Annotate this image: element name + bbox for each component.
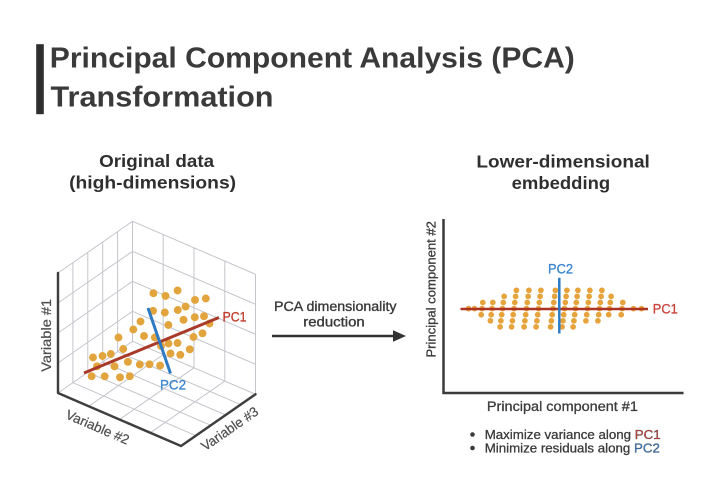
svg-text:PC1: PC1 bbox=[223, 308, 247, 324]
svg-text:Principal component #1: Principal component #1 bbox=[487, 399, 638, 414]
svg-text:Transformation: Transformation bbox=[51, 81, 274, 113]
svg-text:embedding: embedding bbox=[512, 173, 611, 193]
svg-text:Principal component #2: Principal component #2 bbox=[423, 221, 438, 358]
svg-text:Variable #2: Variable #2 bbox=[64, 407, 132, 447]
svg-text:Principal Component Analysis (: Principal Component Analysis (PCA) bbox=[50, 43, 575, 75]
svg-text:PCA dimensionality: PCA dimensionality bbox=[274, 299, 397, 314]
svg-text:PC2: PC2 bbox=[548, 261, 573, 276]
svg-text:Original data: Original data bbox=[99, 151, 214, 171]
svg-text:PC1: PC1 bbox=[653, 301, 678, 316]
svg-text:Lower-dimensional: Lower-dimensional bbox=[476, 152, 650, 172]
svg-text:(high-dimensions): (high-dimensions) bbox=[69, 173, 236, 193]
svg-text:Variable #1: Variable #1 bbox=[39, 299, 54, 372]
svg-text:Minimize residuals along PC2: Minimize residuals along PC2 bbox=[485, 441, 660, 456]
svg-text:reduction: reduction bbox=[303, 315, 365, 330]
svg-text:PC2: PC2 bbox=[160, 377, 186, 393]
svg-text:Maximize variance along PC1: Maximize variance along PC1 bbox=[485, 427, 661, 442]
